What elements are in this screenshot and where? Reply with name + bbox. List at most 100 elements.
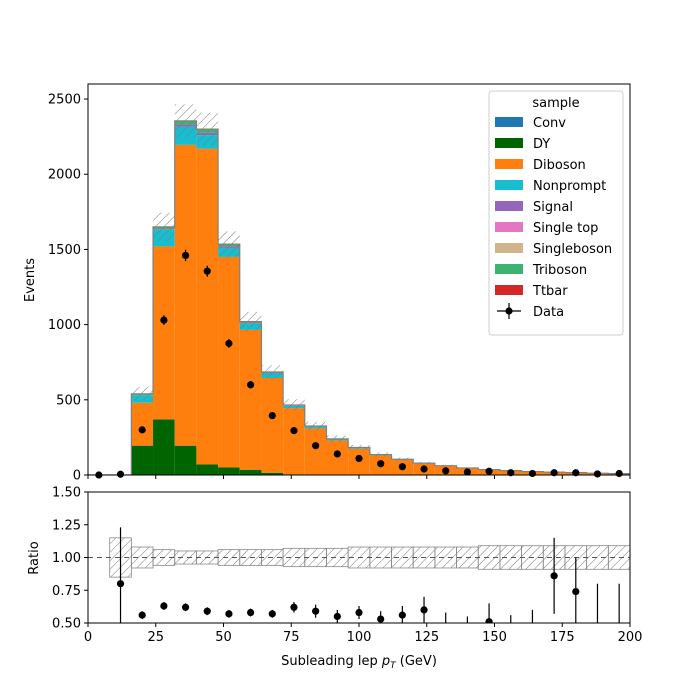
ratio-mc-uncertainty-band	[434, 546, 457, 569]
ratio-point	[398, 611, 406, 619]
data-point	[312, 442, 320, 450]
ratio-point	[355, 608, 363, 617]
ratio-point	[550, 572, 558, 580]
ratio-point	[181, 603, 190, 611]
legend-label: Single top	[533, 221, 598, 236]
legend-label: Nonprompt	[533, 179, 606, 194]
legend-swatch	[495, 138, 523, 148]
legend-swatch	[495, 117, 523, 127]
data-point	[138, 426, 146, 434]
x-tick-label: 125	[414, 630, 439, 645]
y-tick-label: 2500	[48, 93, 81, 108]
legend-swatch	[495, 243, 523, 253]
ratio-point	[247, 608, 255, 617]
data-point	[225, 339, 233, 348]
main-histogram-panel: 0 500 1000 1500 2000 2500 Events	[23, 83, 631, 484]
data-point	[247, 381, 255, 389]
legend-label: Diboson	[533, 158, 586, 173]
data-point	[485, 467, 493, 475]
data-point	[420, 465, 428, 473]
bar-diboson	[261, 378, 284, 473]
y-tick-label: 1500	[48, 243, 81, 258]
data-point	[116, 470, 125, 478]
legend-label: Ttbar	[532, 284, 568, 299]
bar-diboson	[239, 329, 262, 470]
ratio-y-tick-label: 0.75	[52, 584, 81, 599]
x-tick-label: 50	[215, 630, 232, 645]
data-point	[593, 470, 602, 478]
ratio-point	[116, 580, 125, 588]
ratio-point	[225, 610, 233, 618]
legend-label: Singleboson	[533, 242, 612, 257]
data-point	[615, 469, 623, 478]
y-axis-label-ratio: Ratio	[27, 541, 42, 574]
data-point	[203, 267, 211, 275]
ratio-point	[203, 607, 211, 615]
legend-swatch	[495, 201, 523, 211]
x-tick-label: 100	[347, 630, 372, 645]
y-tick-label: 500	[56, 393, 81, 408]
data-point	[160, 316, 168, 324]
ratio-y-tick-label: 1.00	[52, 551, 81, 566]
ratio-point	[572, 587, 580, 596]
ratio-mc-uncertainty-band	[174, 550, 197, 565]
bar-diboson	[283, 408, 305, 475]
x-tick-label: 200	[618, 630, 643, 645]
data-point	[463, 468, 471, 476]
ratio-point	[420, 606, 428, 614]
ratio-y-tick-label: 1.25	[52, 518, 81, 533]
legend-swatch	[495, 159, 523, 169]
ratio-panel: 0.50 0.75 1.00 1.25 1.50 0 25 50 75 100 125 150 175 2…	[27, 486, 643, 672]
data-point	[181, 251, 190, 260]
y-tick-label: 0	[73, 469, 81, 484]
data-point	[355, 454, 363, 463]
legend-swatch	[495, 222, 523, 232]
ratio-point	[485, 618, 493, 623]
x-tick-label: 150	[482, 630, 507, 645]
y-axis-label-events: Events	[23, 258, 38, 302]
data-point	[377, 460, 385, 468]
legend-label: Data	[533, 305, 564, 320]
bar-dy	[218, 467, 240, 475]
bar-diboson	[218, 256, 240, 468]
data-point	[528, 469, 537, 478]
legend-label: Triboson	[532, 263, 587, 278]
legend-swatch	[495, 264, 523, 274]
data-point	[442, 467, 450, 475]
ratio-point	[268, 610, 276, 618]
legend-data-marker	[505, 307, 513, 315]
bar-diboson	[326, 440, 349, 475]
legend-swatch	[495, 285, 523, 295]
bar-diboson	[196, 148, 219, 465]
ratio-y-tick-label: 0.50	[52, 617, 81, 632]
ratio-y-tick-label: 1.50	[52, 486, 81, 501]
ratio-point	[160, 602, 168, 610]
ratio-point	[290, 603, 298, 611]
bar-diboson	[174, 144, 197, 446]
ratio-point	[377, 615, 385, 623]
x-tick-label: 75	[283, 630, 300, 645]
legend: sample Conv DY Diboson Nonprompt Signal Single…	[488, 90, 624, 336]
legend-title: sample	[532, 96, 579, 111]
bar-dy	[153, 419, 175, 475]
bar-diboson	[131, 402, 154, 446]
ratio-point	[138, 611, 146, 619]
legend-label: DY	[533, 137, 550, 152]
data-point	[290, 427, 298, 435]
ratio-point	[312, 607, 320, 615]
bar-dy	[261, 472, 284, 475]
bar-dy	[239, 469, 262, 475]
x-tick-label: 25	[147, 630, 164, 645]
y-tick-label: 2000	[48, 168, 81, 183]
x-axis-label: Subleading lep pT (GeV)	[281, 654, 437, 671]
data-point	[333, 450, 341, 458]
bar-dy	[196, 464, 219, 475]
bar-dy	[131, 445, 154, 475]
x-tick-label: 0	[84, 630, 92, 645]
legend-label: Conv	[533, 116, 566, 131]
bar-diboson	[304, 428, 327, 475]
bar-diboson	[153, 246, 175, 420]
x-tick-label: 175	[550, 630, 575, 645]
data-point	[268, 411, 276, 420]
